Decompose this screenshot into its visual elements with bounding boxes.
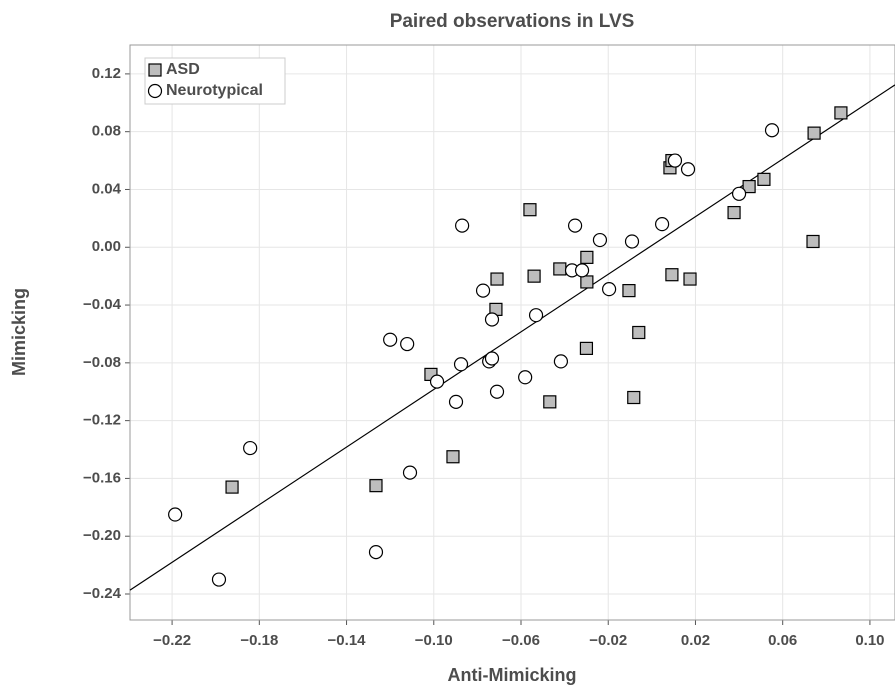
x-tick-label: −0.14 <box>328 632 367 649</box>
point <box>580 275 594 289</box>
y-tick-label: 0.00 <box>92 238 121 255</box>
point <box>446 450 460 464</box>
y-tick-label: −0.16 <box>83 469 121 486</box>
point <box>757 172 771 186</box>
point <box>518 370 533 385</box>
point <box>211 572 227 587</box>
point <box>475 283 491 298</box>
point <box>624 234 640 249</box>
y-tick-label: 0.12 <box>92 65 121 82</box>
point <box>764 123 780 138</box>
point <box>742 179 756 194</box>
y-axis-label: Mimicking <box>9 288 29 376</box>
point <box>602 282 617 297</box>
legend-box <box>144 57 286 105</box>
chart-title: Paired observations in LVS <box>390 11 635 32</box>
fit-line <box>129 84 895 591</box>
point <box>592 232 608 248</box>
point <box>448 394 464 409</box>
plot-border <box>129 44 895 621</box>
point <box>243 440 258 456</box>
point <box>683 272 697 286</box>
point <box>402 465 418 480</box>
point <box>453 357 469 372</box>
x-tick-label: 0.06 <box>768 632 797 649</box>
point <box>579 341 594 355</box>
point <box>369 479 383 493</box>
point <box>484 312 500 327</box>
point <box>383 332 398 347</box>
x-tick-label: −0.02 <box>589 632 627 649</box>
x-tick-label: −0.10 <box>415 632 453 649</box>
x-tick-label: −0.18 <box>240 632 278 649</box>
legend-label: ASD <box>166 61 200 78</box>
y-tick-label: 0.08 <box>92 123 121 140</box>
y-tick-label: −0.12 <box>83 412 121 429</box>
point <box>632 325 646 340</box>
legend-marker <box>148 63 162 77</box>
x-tick-label: −0.06 <box>502 632 540 649</box>
point <box>622 284 636 298</box>
point <box>528 308 544 323</box>
point <box>429 374 445 389</box>
point <box>400 336 415 352</box>
point <box>553 262 567 276</box>
point <box>807 126 821 140</box>
point <box>168 507 183 522</box>
point <box>368 544 384 560</box>
y-tick-label: −0.20 <box>83 527 121 544</box>
point <box>680 162 696 177</box>
point <box>489 384 505 399</box>
x-tick-label: −0.22 <box>153 632 191 649</box>
point <box>523 203 537 217</box>
point <box>834 106 848 120</box>
y-tick-label: −0.08 <box>83 354 121 371</box>
point <box>553 354 569 369</box>
point <box>567 218 583 233</box>
point <box>484 351 500 366</box>
y-tick-label: 0.04 <box>92 180 122 197</box>
x-axis-label: Anti-Mimicking <box>448 665 577 685</box>
point <box>665 268 679 282</box>
x-tick-label: 0.10 <box>855 632 884 649</box>
point <box>225 480 239 494</box>
y-tick-label: −0.04 <box>83 296 122 313</box>
point <box>654 217 670 232</box>
point <box>455 218 470 233</box>
point <box>727 205 741 220</box>
point <box>667 153 683 168</box>
y-tick-label: −0.24 <box>83 585 122 602</box>
point <box>806 234 820 249</box>
point <box>580 250 594 264</box>
point <box>574 263 590 278</box>
point <box>527 269 541 283</box>
point <box>490 272 504 286</box>
legend-marker <box>147 83 163 99</box>
point <box>627 390 641 405</box>
point <box>731 186 747 201</box>
point <box>543 395 557 409</box>
legend-label: Neurotypical <box>166 82 263 99</box>
x-tick-label: 0.02 <box>681 632 710 649</box>
